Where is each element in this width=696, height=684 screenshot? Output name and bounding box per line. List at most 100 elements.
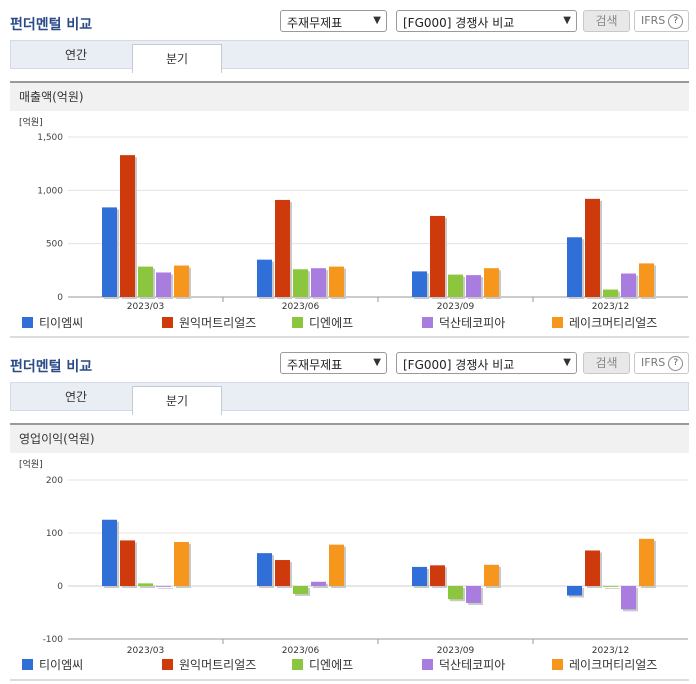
chart-area: [억원] 0 500 1,000 1,500 2023/03 2023/06 2023/09 2… [10,111,689,338]
ifrs-button[interactable]: IFRS? [634,352,689,374]
ifrs-label: IFRS [641,14,666,27]
bar [174,265,189,297]
peer-group-select-value: [FG000] 경쟁사 비교 [403,16,515,30]
legend-item[interactable]: 원익머트리얼즈 [162,656,256,673]
legend-item[interactable]: 레이크머티리얼즈 [552,656,657,673]
tab-quarterly[interactable]: 분기 [132,386,222,415]
bar [448,274,463,297]
legend-swatch [162,317,173,328]
statement-select[interactable]: 주재무제표 ▼ [280,352,387,374]
legend-item[interactable]: 덕산테코피아 [422,314,505,331]
bar [621,273,636,297]
chevron-down-icon: ▼ [563,15,571,26]
x-tick-label: 2023/09 [437,646,475,656]
period-tabs: 연간 분기 [10,40,689,73]
bar [585,198,600,297]
bar [603,289,618,297]
bar [257,259,272,297]
bar [156,272,171,297]
legend-label: 덕산테코피아 [439,658,506,672]
bar [293,586,308,594]
bar [448,586,463,600]
x-tick-label: 2023/12 [592,646,629,656]
bar [138,583,153,586]
section-header: 매출액(억원) [10,81,689,111]
bar [430,565,445,586]
bar [603,586,618,587]
statement-select[interactable]: 주재무제표 ▼ [280,10,387,32]
legend-swatch [552,317,563,328]
panel-title: 펀더멘털 비교 [10,359,93,375]
legend-item[interactable]: 원익머트리얼즈 [162,314,256,331]
x-tick-label: 2023/12 [592,302,629,311]
bar [174,542,189,586]
bar [311,581,326,586]
bar [275,199,290,297]
tab-annual[interactable]: 연간 [64,390,88,404]
legend-item[interactable]: 덕산테코피아 [422,656,505,673]
x-tick-label: 2023/06 [282,646,320,656]
legend-label: 티이엠씨 [39,316,84,330]
help-icon: ? [668,356,684,371]
x-tick-label: 2023/03 [127,646,164,656]
search-button[interactable]: 검색 [583,352,630,374]
x-tick-label: 2023/06 [282,302,320,311]
unit-label: [억원] [19,116,43,128]
chevron-down-icon: ▼ [373,15,381,26]
bar-chart: [억원] 0 500 1,000 1,500 2023/03 2023/06 2023/09 2… [19,116,688,311]
legend-label: 덕산테코피아 [439,316,506,330]
bar [466,275,481,297]
chart-legend: 티이엠씨 원익머트리얼즈 디엔에프 덕산테코피아 레이크머티리얼즈 [22,656,682,672]
peer-group-select-value: [FG000] 경쟁사 비교 [403,358,515,372]
section-header: 영업이익(억원) [10,423,689,453]
statement-select-value: 주재무제표 [287,358,343,372]
peer-group-select[interactable]: [FG000] 경쟁사 비교 ▼ [396,352,577,374]
legend-label: 디엔에프 [309,316,354,330]
help-icon: ? [668,14,684,29]
y-tick-label: 500 [46,240,63,250]
bar [639,538,654,586]
bar [585,550,600,586]
legend-swatch [22,659,33,670]
legend-item[interactable]: 티이엠씨 [22,656,83,673]
legend-item[interactable]: 디엔에프 [292,656,353,673]
legend-item[interactable]: 티이엠씨 [22,314,83,331]
bar [293,269,308,297]
bar [430,215,445,297]
legend-item[interactable]: 디엔에프 [292,314,353,331]
bar [639,263,654,297]
x-tick-label: 2023/09 [437,302,475,311]
bar [138,266,153,297]
search-button[interactable]: 검색 [583,10,630,32]
x-tick-label: 2023/03 [127,302,164,311]
bar [567,237,582,297]
statement-select-value: 주재무제표 [287,16,343,30]
legend-swatch [292,317,303,328]
y-tick-label: -100 [43,635,64,645]
bar [329,266,344,297]
panel-title: 펀더멘털 비교 [10,17,93,33]
bar [120,155,135,297]
peer-group-select[interactable]: [FG000] 경쟁사 비교 ▼ [396,10,577,32]
y-tick-label: 0 [57,582,63,592]
chart-area: [억원] -100 0 100 200 2023/03 2023/06 2023/09 2023… [10,453,689,681]
legend-swatch [422,317,433,328]
legend-swatch [422,659,433,670]
legend-swatch [292,659,303,670]
y-tick-label: 0 [57,293,63,303]
legend-label: 디엔에프 [309,658,354,672]
bar [412,271,427,297]
legend-item[interactable]: 레이크머티리얼즈 [552,314,657,331]
legend-label: 원익머트리얼즈 [179,658,257,672]
tab-quarterly[interactable]: 분기 [132,44,222,73]
y-tick-label: 100 [46,529,63,539]
legend-label: 티이엠씨 [39,658,84,672]
bar [102,519,117,586]
bar [156,586,171,587]
ifrs-button[interactable]: IFRS? [634,10,689,32]
bar [257,553,272,586]
legend-swatch [22,317,33,328]
bar [484,564,499,586]
tab-annual[interactable]: 연간 [64,48,88,62]
bar [567,586,582,596]
